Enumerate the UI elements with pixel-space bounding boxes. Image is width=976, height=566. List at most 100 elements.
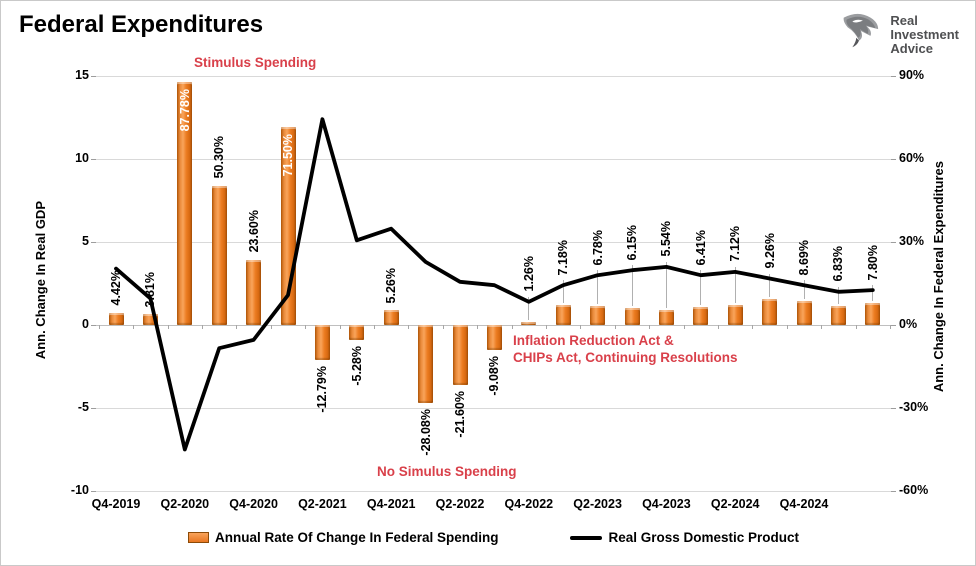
left-axis-tick <box>91 75 96 77</box>
label-leader-line <box>872 285 874 302</box>
right-axis-tick <box>891 324 896 326</box>
right-axis-tick-label: 90% <box>899 68 925 82</box>
x-axis-label: Q4-2022 <box>504 497 554 511</box>
annotation-stimulus-spending: Stimulus Spending <box>194 55 317 70</box>
category-axis-tick <box>202 325 203 329</box>
x-axis-label: Q2-2022 <box>435 497 485 511</box>
bar-Q2-2021 <box>314 325 330 361</box>
legend-label-federal-spending: Annual Rate Of Change In Federal Spendin… <box>214 530 499 545</box>
category-axis-tick <box>167 325 169 329</box>
left-axis-tick <box>91 324 96 326</box>
category-axis-tick <box>442 325 444 329</box>
left-axis-tick <box>91 407 96 409</box>
x-axis-label: Q4-2020 <box>229 497 278 511</box>
bar-value-label: 9.26% <box>762 233 777 269</box>
category-axis-tick <box>890 325 891 329</box>
x-axis-label: Q2-2021 <box>298 497 347 511</box>
left-axis-tick <box>91 158 96 160</box>
bar-value-label: -21.60% <box>453 390 467 438</box>
category-axis-tick <box>855 325 857 329</box>
right-axis-tick-label: 60% <box>899 151 925 165</box>
right-axis-tick-label: -30% <box>899 400 929 414</box>
bar-Q3-2023 <box>624 307 640 325</box>
left-axis-tick-label: 0 <box>82 317 89 331</box>
x-axis-label: Q2-2020 <box>160 497 210 511</box>
left-axis-tick-label: 5 <box>82 234 89 248</box>
category-axis-tick <box>236 325 238 329</box>
bar-value-label: 6.15% <box>625 224 639 261</box>
bar-swatch-icon <box>187 532 209 543</box>
right-axis-tick <box>891 490 896 492</box>
bar-value-label: 4.42% <box>109 270 123 306</box>
bar-value-label: -5.28% <box>349 345 364 386</box>
bar-value-label: 71.50% <box>281 134 295 177</box>
bar-value-label: 7.12% <box>728 226 743 262</box>
bar-value-label: 7.80% <box>865 244 880 281</box>
category-axis-tick <box>649 325 651 329</box>
category-axis-tick <box>270 325 272 329</box>
label-leader-line <box>837 286 839 305</box>
bar-value-label: 3.81% <box>143 272 158 308</box>
label-leader-line <box>700 270 702 306</box>
bar-value-label: 7.18% <box>556 239 571 276</box>
right-axis-tick-label: 30% <box>899 234 925 248</box>
bar-Q4-2019 <box>108 312 124 325</box>
category-axis-tick <box>821 325 823 329</box>
bar-value-label: -12.79% <box>315 366 330 413</box>
legend-item-gdp: Real Gross Domestic Product <box>570 530 799 545</box>
bar-Q3-2024 <box>762 299 778 325</box>
x-axis-label: Q2-2024 <box>710 497 760 511</box>
category-axis-tick <box>98 325 100 329</box>
category-axis-tick <box>786 325 788 329</box>
label-leader-line <box>769 273 771 298</box>
right-axis-tick-label: -60% <box>899 483 929 497</box>
legend-label-gdp: Real Gross Domestic Product <box>608 530 800 545</box>
x-axis-label: Q4-2024 <box>779 497 829 511</box>
bar-Q4-2021 <box>383 310 399 325</box>
bar-value-label: 5.26% <box>384 268 399 304</box>
bar-Q1-2020 <box>142 314 158 325</box>
gridline <box>96 407 891 409</box>
bar-value-label: 5.54% <box>659 221 674 257</box>
left-axis-tick-label: -10 <box>70 483 89 497</box>
bar-value-label: 23.60% <box>246 210 261 253</box>
bar-value-label: 6.83% <box>831 246 846 282</box>
left-axis-tick-label: 15 <box>75 68 89 82</box>
category-axis-tick <box>718 325 719 329</box>
label-leader-line <box>803 280 805 299</box>
annotation-no-stimulus: No Simulus Spending <box>377 464 517 479</box>
category-axis-tick <box>305 325 307 329</box>
category-axis-tick <box>477 325 479 329</box>
ria-logo: Real Investment Advice <box>837 11 959 58</box>
bar-Q2-2025 <box>865 303 881 325</box>
gridline <box>96 490 891 492</box>
bar-value-label: -28.08% <box>418 408 433 456</box>
bar-Q4-2022 <box>521 321 537 325</box>
left-axis-title: Ann. Change In Real GDP <box>33 201 48 360</box>
bar-Q1-2025 <box>830 306 846 325</box>
left-axis-tick-label: 10 <box>75 151 89 165</box>
right-axis-title: Ann. Change In Federal Expenditures <box>931 161 946 393</box>
label-leader-line <box>597 270 599 305</box>
category-axis-tick <box>339 325 341 329</box>
right-axis-tick <box>891 407 896 409</box>
legend: Annual Rate Of Change In Federal Spendin… <box>96 530 891 545</box>
bar-Q4-2020 <box>246 259 262 325</box>
x-axis-label: Q4-2021 <box>366 497 416 511</box>
eagle-icon <box>837 11 883 58</box>
label-leader-line <box>665 261 667 308</box>
bar-Q1-2023 <box>555 305 571 325</box>
x-axis-label: Q4-2023 <box>642 497 691 511</box>
legend-item-federal-spending: Annual Rate Of Change In Federal Spendin… <box>187 530 499 545</box>
annotation-ira-chips: Inflation Reduction Act & CHIPs Act, Con… <box>513 333 738 365</box>
category-axis-tick <box>374 325 375 329</box>
right-axis-tick <box>891 75 896 77</box>
gridline <box>96 75 891 77</box>
category-axis-tick <box>752 325 754 329</box>
category-axis-tick <box>546 325 547 329</box>
category-axis-tick <box>614 325 616 329</box>
bar-Q4-2024 <box>796 300 812 325</box>
bar-Q3-2021 <box>349 325 365 340</box>
bar-value-label: 6.41% <box>693 229 708 266</box>
bar-value-label: 6.78% <box>590 229 605 266</box>
